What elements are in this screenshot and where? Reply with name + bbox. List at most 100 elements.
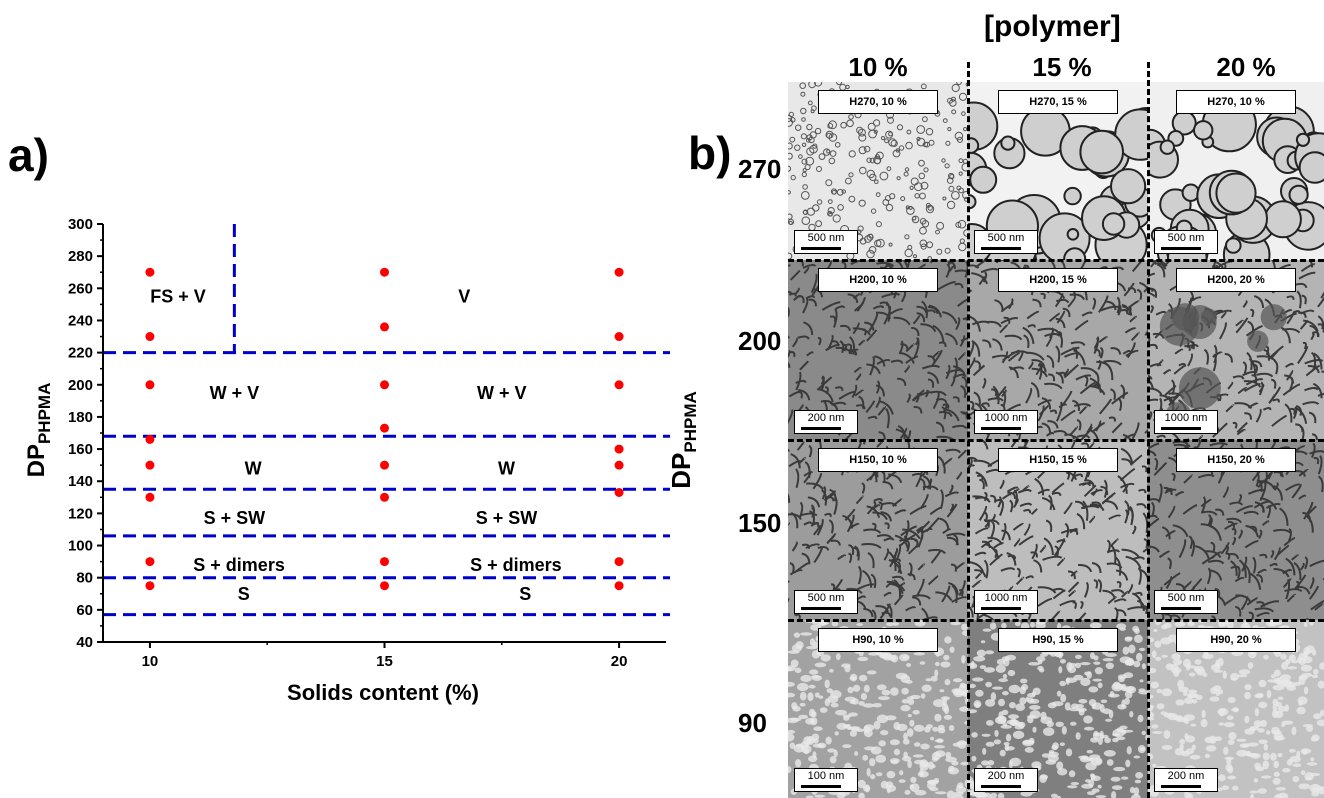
tem-column-header: 10 % [848, 52, 908, 82]
scale-bar-line [1161, 785, 1201, 788]
scale-bar-label: 500 nm [807, 232, 845, 244]
data-point [380, 267, 389, 277]
scale-bar: 1000 nm [974, 590, 1038, 614]
tem-image-tile: H200, 15 % 1000 nm [968, 260, 1148, 440]
data-point [145, 434, 155, 444]
tem-row-header: 150 [738, 508, 782, 538]
tem-image-tile: H90, 10 % 100 nm [788, 620, 968, 798]
scale-bar-line [1161, 247, 1201, 250]
tem-y-axis-title: DPPHPMA [666, 340, 706, 540]
data-point [380, 460, 389, 470]
panel-b-label: b) [688, 127, 732, 179]
scale-bar-label: 200 nm [807, 412, 845, 424]
y-tick-label: 200 [68, 377, 93, 394]
svg-text:DPPHPMA: DPPHPMA [23, 383, 54, 478]
tem-sample-label: H200, 15 % [998, 268, 1118, 292]
scale-bar-line [801, 247, 841, 250]
data-point [614, 444, 624, 454]
tem-sample-label: H150, 10 % [818, 448, 938, 472]
data-point [145, 581, 155, 591]
scale-bar-line [1161, 427, 1201, 430]
region-label: W + V [477, 383, 527, 403]
scale-bar-label: 1000 nm [1164, 412, 1208, 424]
y-axis-title-main: DP [23, 444, 50, 477]
y-tick-label: 120 [68, 505, 93, 522]
region-label: S + SW [204, 508, 266, 528]
data-point [145, 492, 155, 502]
data-point [614, 557, 624, 567]
y-tick-label: 220 [68, 345, 93, 362]
scale-bar: 500 nm [1154, 590, 1218, 614]
axes: 40 60 80 100 120 140 160 180 200 220 240 260 280 300 1… [68, 216, 666, 670]
data-point [380, 423, 389, 433]
scale-bar-label: 200 nm [987, 770, 1025, 782]
y-tick-label: 100 [68, 538, 93, 555]
region-labels: FS + V V W + V W + V W W S + SW S + SW S + dimer… [150, 286, 561, 603]
tem-image-tile: H90, 15 % 200 nm [968, 620, 1148, 798]
tem-column-divider [1147, 62, 1150, 798]
region-label: S + dimers [470, 555, 562, 575]
tem-sample-label: H270, 10 % [818, 90, 938, 114]
tem-axis-title: [polymer] [984, 10, 1121, 43]
scale-bar-line [801, 427, 841, 430]
tem-column-divider [967, 62, 970, 798]
tem-sample-label: H150, 20 % [1176, 448, 1296, 472]
region-label: S + SW [476, 508, 538, 528]
data-point [145, 267, 155, 277]
tem-y-axis-title-main: DP [666, 452, 696, 489]
y-tick-label: 300 [68, 216, 93, 233]
data-point [145, 380, 155, 390]
tem-row-divider [788, 259, 1324, 262]
tem-image-tile: H150, 10 % 500 nm [788, 440, 968, 620]
scale-bar: 200 nm [1154, 768, 1218, 792]
data-point [380, 380, 389, 390]
tem-row-divider [788, 439, 1324, 442]
scale-bar-label: 500 nm [1167, 592, 1205, 604]
scale-bar: 1000 nm [1154, 410, 1218, 434]
scale-bar: 500 nm [1154, 230, 1218, 254]
tem-sample-label: H90, 20 % [1176, 628, 1296, 652]
tem-sample-label: H90, 10 % [818, 628, 938, 652]
tem-image-tile: H150, 15 % 1000 nm [968, 440, 1148, 620]
scale-bar: 1000 nm [974, 410, 1038, 434]
data-point [380, 581, 389, 591]
x-tick-label: 10 [142, 653, 159, 670]
scale-bar: 100 nm [794, 768, 858, 792]
region-label: W [245, 458, 262, 478]
scale-bar-line [801, 785, 841, 788]
y-tick-label: 260 [68, 280, 93, 297]
tem-image-tile: H200, 10 % 200 nm [788, 260, 968, 440]
scale-bar: 200 nm [974, 768, 1038, 792]
boundary-lines [103, 224, 670, 617]
data-point [380, 322, 389, 332]
y-tick-label: 160 [68, 441, 93, 458]
tem-y-axis-title-sub: PHPMA [681, 391, 701, 453]
scale-bar-line [801, 607, 841, 610]
data-point [614, 487, 624, 497]
region-label: W [498, 458, 515, 478]
scale-bar-label: 100 nm [807, 770, 845, 782]
data-point [614, 332, 624, 342]
region-label: S + dimers [193, 555, 285, 575]
y-tick-label: 240 [68, 312, 93, 329]
tem-row-header: 200 [738, 326, 782, 356]
tem-column-header: 20 % [1216, 52, 1276, 82]
tem-sample-label: H270, 15 % [998, 90, 1118, 114]
tem-sample-label: H200, 10 % [818, 268, 938, 292]
tem-image-tile: H200, 20 % 1000 nm [1148, 260, 1324, 440]
tem-image-tile: H270, 10 % 500 nm [1148, 82, 1324, 260]
scale-bar-label: 200 nm [1167, 770, 1205, 782]
scale-bar-line [981, 607, 1021, 610]
scale-bar: 500 nm [974, 230, 1038, 254]
data-point [614, 380, 624, 390]
tem-image-tile: H90, 20 % 200 nm [1148, 620, 1324, 798]
y-axis-title: DPPHPMA [23, 383, 54, 478]
region-label: S [238, 584, 250, 604]
scale-bar-label: 1000 nm [984, 412, 1028, 424]
tem-sample-label: H150, 15 % [998, 448, 1118, 472]
region-label: FS + V [150, 286, 206, 306]
y-tick-label: 180 [68, 409, 93, 426]
scale-bar-label: 500 nm [987, 232, 1025, 244]
region-label: V [458, 286, 470, 306]
data-point [145, 557, 155, 567]
